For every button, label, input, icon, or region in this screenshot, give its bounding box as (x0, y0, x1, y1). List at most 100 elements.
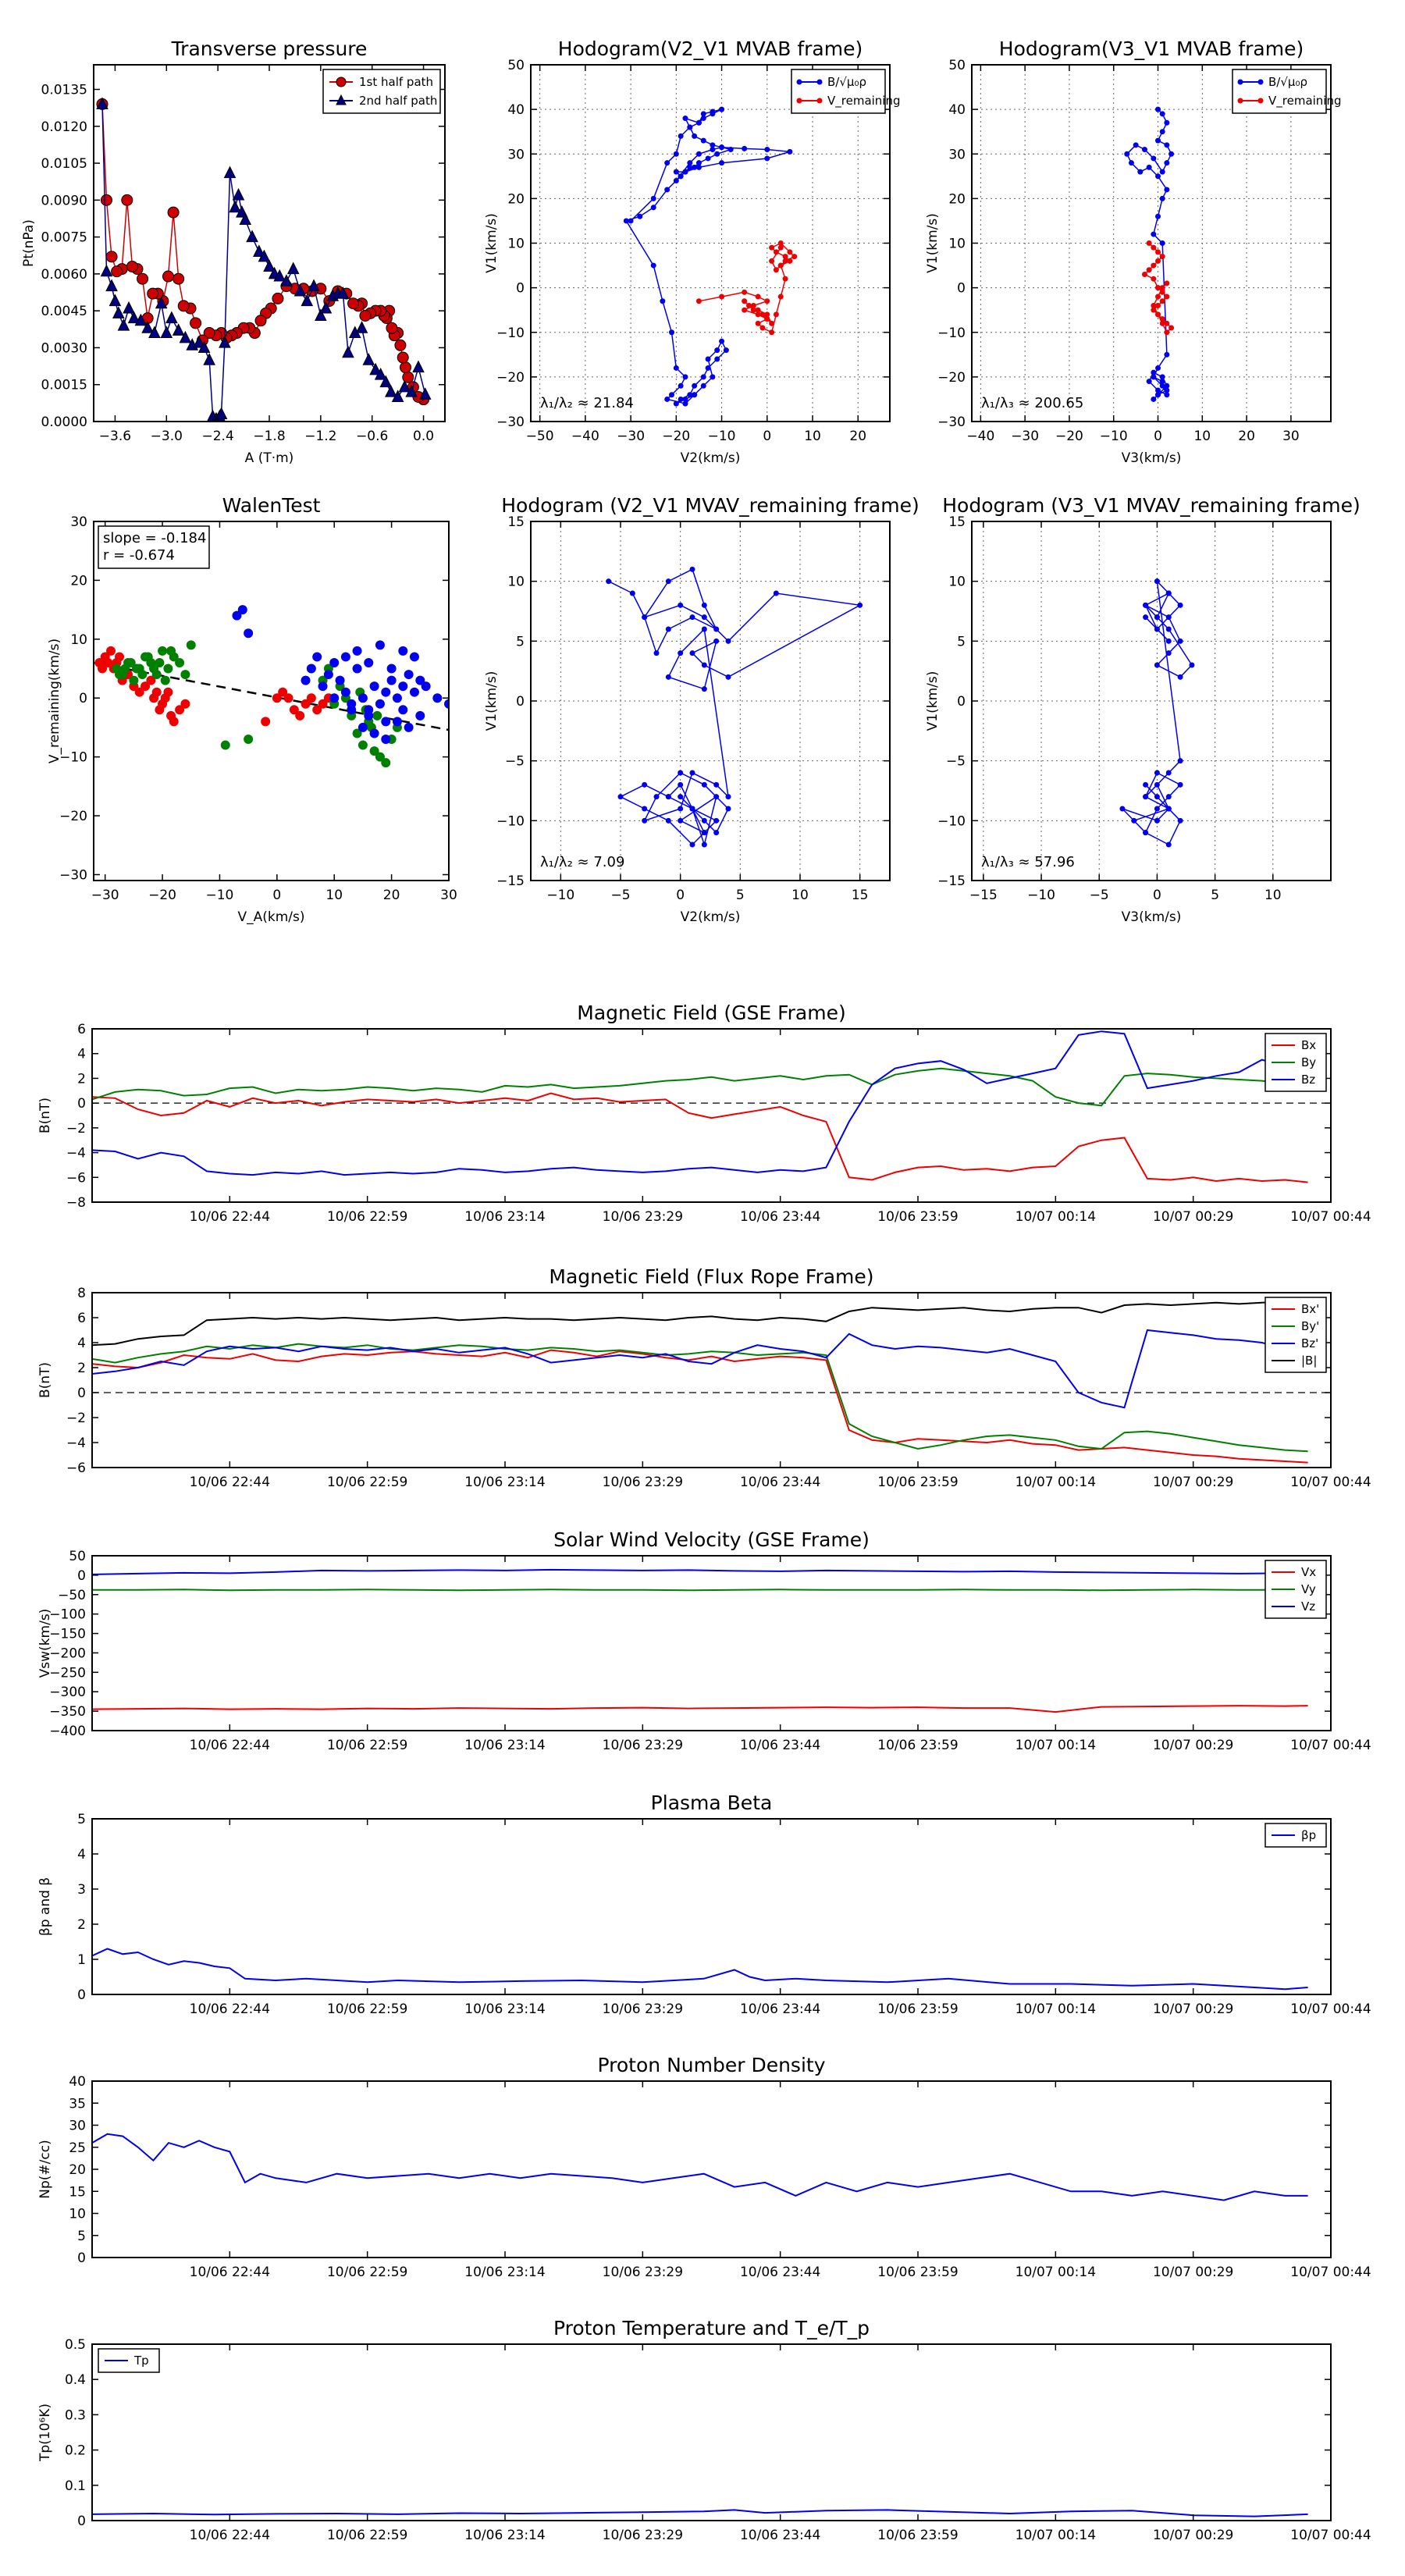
data-point (769, 329, 775, 336)
x-tick-label: −30 (1011, 429, 1039, 444)
data-point (650, 195, 656, 201)
series-line-0 (92, 2509, 1308, 2517)
data-point (129, 675, 139, 685)
data-point (306, 693, 316, 703)
data-point (219, 336, 231, 348)
data-point (1154, 770, 1160, 776)
y-tick-label: 4 (77, 1047, 86, 1062)
chart-title: Transverse pressure (171, 37, 368, 60)
data-point (1165, 614, 1172, 621)
data-point (347, 699, 357, 709)
data-point (1159, 169, 1165, 175)
data-point (1177, 638, 1183, 644)
x-tick-label: 10/07 00:14 (1016, 2001, 1096, 2017)
data-point (1165, 794, 1172, 800)
y-tick-label: −10 (496, 813, 525, 829)
data-point (725, 794, 731, 800)
legend: 1st half path 2nd half path (322, 69, 441, 114)
data-point (673, 151, 679, 157)
x-tick-label: 10/07 00:14 (1016, 1209, 1096, 1225)
data-point (180, 699, 190, 709)
data-point (272, 693, 282, 703)
y-tick-label: −20 (496, 370, 525, 386)
data-point (673, 365, 679, 371)
data-point (719, 160, 725, 166)
x-tick-label: 10 (325, 888, 343, 903)
x-tick-label: 10/07 00:29 (1153, 2001, 1233, 2017)
series-line-0 (608, 568, 863, 847)
x-tick-label: 10/06 23:14 (464, 1209, 545, 1225)
plot-area (92, 1948, 1308, 1991)
data-point (1155, 392, 1161, 398)
chart-title: Proton Temperature and T_e/T_p (553, 2317, 870, 2339)
data-point (127, 311, 140, 324)
data-point (701, 830, 707, 836)
data-point (665, 794, 671, 800)
y-tick-label: 15 (948, 514, 966, 530)
legend-marker (816, 98, 823, 104)
x-tick-label: 10/06 23:59 (877, 1209, 958, 1225)
data-point (244, 735, 254, 745)
data-point (1155, 213, 1161, 219)
data-point (172, 323, 185, 336)
data-point (357, 693, 368, 703)
series-line-1 (92, 1343, 1308, 1453)
x-tick-label: 0 (676, 888, 685, 903)
x-axis-label: V_A(km/s) (237, 909, 304, 925)
y-axis-label: Np(#/cc) (37, 2140, 53, 2198)
legend-label: V_remaining (827, 94, 901, 109)
data-point (335, 675, 345, 685)
chart-title: Hodogram(V2_V1 MVAB frame) (558, 37, 863, 60)
x-tick-label: 10/07 00:29 (1153, 1475, 1233, 1490)
data-point (397, 351, 409, 364)
data-point (1154, 626, 1160, 632)
chart-magnetic_field_flux_rope: −6 −4 −2 0 2 4 6 8 10/06 22:44 10/06 22:59 10/06 2… (37, 1265, 1371, 1490)
data-point (147, 287, 159, 300)
data-point (1164, 119, 1170, 126)
legend-frame (791, 69, 886, 114)
y-tick-label: 3 (77, 1882, 86, 1898)
y-axis-label: B(nT) (37, 1098, 53, 1133)
data-point (725, 638, 731, 644)
plot-area (606, 566, 863, 848)
data-point (347, 297, 360, 310)
data-point (374, 367, 387, 380)
plot-area (96, 97, 432, 422)
data-point (105, 279, 118, 292)
chart-title: Hodogram (V2_V1 MVAV_remaining frame) (501, 494, 919, 517)
series-line-0 (92, 1092, 1308, 1183)
legend-label: B/√μ₀ρ (1268, 75, 1307, 89)
data-point (137, 272, 149, 285)
data-point (764, 147, 770, 153)
data-point (695, 164, 702, 170)
x-tick-label: 10/06 23:29 (603, 2528, 683, 2543)
data-point (301, 699, 311, 709)
data-point (682, 169, 688, 175)
y-tick-label: −20 (59, 809, 87, 824)
data-point (175, 657, 185, 667)
legend-label: Vz (1301, 1599, 1315, 1614)
y-tick-label: 0.5 (65, 2337, 86, 2353)
x-tick-label: 10/06 23:59 (877, 2265, 958, 2280)
data-point (700, 111, 706, 117)
data-point (1177, 781, 1183, 788)
data-point (713, 830, 720, 836)
x-tick-label: 10/06 23:29 (603, 2001, 683, 2017)
x-tick-label: 10/06 23:59 (877, 1738, 958, 1753)
data-point (678, 396, 684, 402)
data-point (642, 817, 648, 824)
data-point (308, 279, 320, 292)
series-line-0 (101, 104, 424, 400)
y-tick-label: 10 (507, 237, 525, 252)
y-tick-label: 0 (77, 2250, 86, 2266)
data-point (289, 705, 299, 715)
data-point (678, 650, 684, 656)
data-point (163, 687, 173, 697)
data-point (232, 610, 242, 621)
data-point (642, 781, 648, 788)
legend-marker (1237, 79, 1243, 85)
data-point (123, 301, 135, 314)
data-point (1119, 806, 1126, 812)
legend-marker (1257, 98, 1264, 104)
y-axis-label: Tp(10⁶K) (37, 2403, 53, 2462)
